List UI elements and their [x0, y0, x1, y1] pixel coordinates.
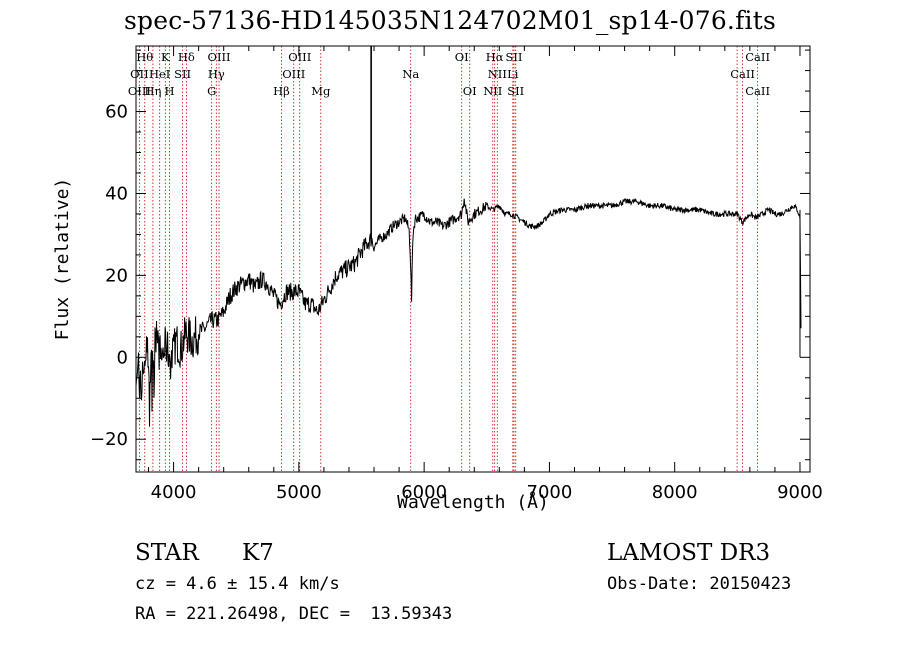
line-label: OIII: [208, 50, 231, 64]
line-label: CaII: [730, 67, 755, 81]
coordinates-text: RA = 221.26498, DEC = 13.59343: [135, 604, 453, 624]
line-label: OIII: [282, 67, 305, 81]
line-label: CaII: [745, 50, 770, 64]
line-label: Mg: [311, 84, 331, 98]
obs-date-text: Obs-Date: 20150423: [607, 574, 792, 594]
line-label: Hγ: [208, 67, 225, 81]
y-tick-label: 0: [117, 347, 128, 368]
line-label: OI: [455, 50, 469, 64]
y-axis-label: Flux (relative): [52, 178, 73, 341]
line-label: Hδ: [178, 50, 195, 64]
line-label: SII: [505, 50, 522, 64]
y-tick-label: −20: [90, 429, 128, 450]
line-label: Hβ: [273, 84, 290, 98]
line-label: OII: [130, 67, 149, 81]
x-tick-label: 6000: [401, 482, 447, 503]
survey-label: LAMOST DR3: [607, 540, 771, 566]
x-tick-label: 5000: [276, 482, 322, 503]
line-label: G: [207, 84, 216, 98]
line-label: Hθ: [136, 50, 153, 64]
redshift-text: cz = 4.6 ± 15.4 km/s: [135, 574, 340, 594]
chart-title: spec-57136-HD145035N124702M01_sp14-076.f…: [123, 6, 777, 35]
x-tick-label: 9000: [777, 482, 823, 503]
line-label: Hα: [486, 50, 504, 64]
line-label: Li: [507, 67, 519, 81]
spectrum-series: [135, 46, 802, 427]
line-label: H: [165, 84, 175, 98]
line-label: SII: [507, 84, 524, 98]
line-label: CaII: [745, 84, 770, 98]
x-tick-label: 8000: [652, 482, 698, 503]
line-label: K: [161, 50, 170, 64]
y-tick-label: 60: [105, 102, 128, 123]
axes: 4000 5000 6000 7000 8000 9000 −20 0 20 40 60 Wavele…: [52, 45, 823, 513]
subclass-label: K7: [242, 540, 274, 566]
x-tick-label: 7000: [527, 482, 573, 503]
line-label: NII: [483, 84, 502, 98]
line-label: HeI: [149, 67, 170, 81]
spectral-line-markers: [138, 46, 759, 472]
plot-frame: [135, 45, 811, 473]
line-label: SII: [174, 67, 191, 81]
x-axis-label: Wavelength (Å): [397, 491, 549, 513]
line-label: NII: [488, 67, 507, 81]
line-label: Na: [402, 67, 419, 81]
flux-line: [135, 198, 802, 427]
y-tick-label: 40: [105, 183, 128, 204]
line-label: OI: [463, 84, 477, 98]
line-label: OIII: [288, 50, 311, 64]
class-label: STAR: [135, 540, 199, 566]
x-tick-label: 4000: [151, 482, 197, 503]
y-tick-label: 20: [105, 265, 128, 286]
line-label: Hη: [144, 84, 161, 98]
